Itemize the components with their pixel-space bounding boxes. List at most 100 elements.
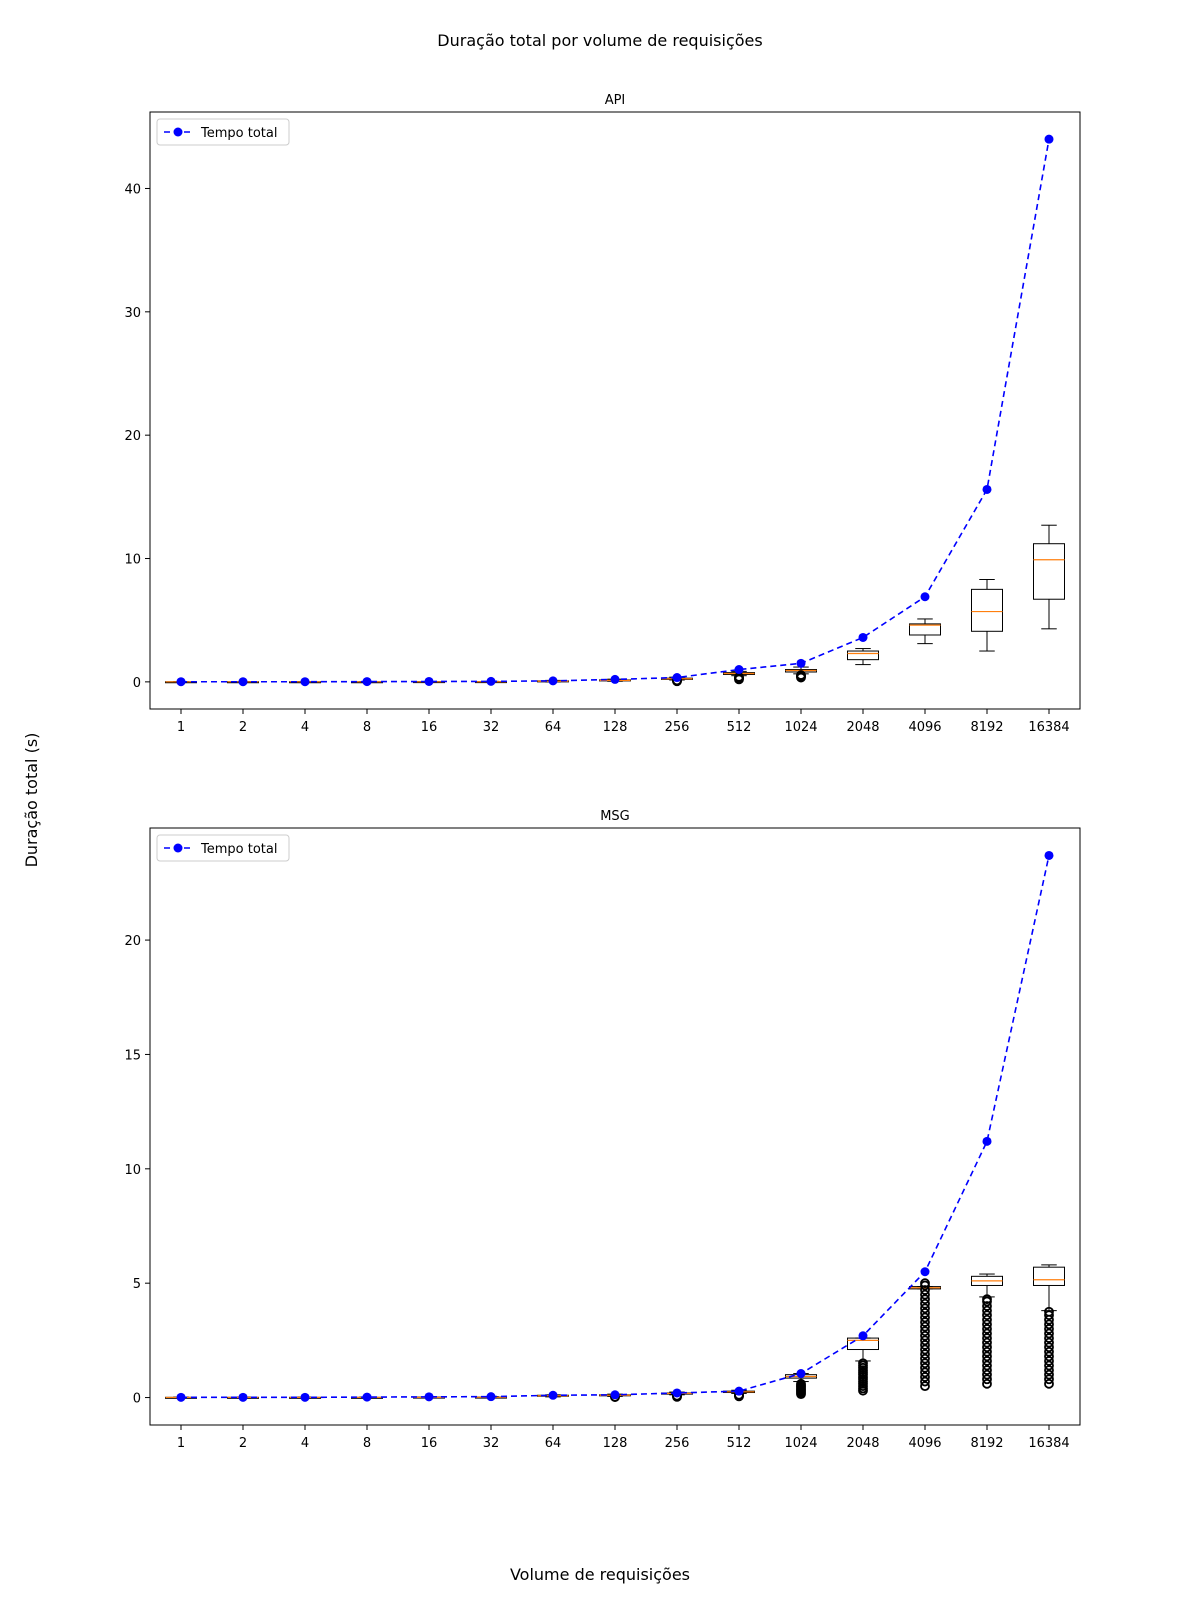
x-tick-label: 4096 (908, 1436, 941, 1451)
y-tick-label: 5 (133, 1277, 141, 1292)
flier-point (982, 1342, 992, 1353)
series-point (362, 1392, 372, 1402)
series-point (300, 1392, 310, 1402)
subplot-title: API (605, 93, 626, 108)
flier-point (796, 670, 806, 680)
flier-point (920, 1289, 930, 1300)
x-tick-label: 1024 (784, 1436, 817, 1451)
series-point (982, 484, 992, 494)
flier-point (920, 1367, 930, 1378)
flier-point (1044, 1346, 1054, 1357)
series-point (796, 658, 806, 668)
flier-point (920, 1326, 930, 1337)
flier-point (796, 1378, 806, 1389)
flier-point (982, 1294, 992, 1305)
series-point (424, 1392, 434, 1402)
series-point (486, 1392, 496, 1402)
x-tick-label: 2048 (846, 1436, 879, 1451)
series-point (486, 676, 496, 686)
x-tick-label: 4 (301, 720, 309, 735)
x-tick-label: 4 (301, 1436, 309, 1451)
x-tick-label: 64 (545, 720, 562, 735)
series-point (176, 677, 186, 687)
box-2048 (847, 648, 879, 666)
series-point (920, 1267, 930, 1277)
x-tick-label: 16384 (1028, 1436, 1069, 1451)
figure-title: Duração total por volume de requisições (437, 31, 762, 50)
flier-point (920, 1376, 930, 1387)
box-16384 (1033, 1264, 1065, 1389)
flier-point (920, 1298, 930, 1309)
flier-point (982, 1369, 992, 1380)
flier-point (982, 1356, 992, 1366)
box-body (1033, 1266, 1065, 1286)
x-tick-label: 8192 (970, 720, 1003, 735)
series-point (610, 674, 620, 684)
y-tick-label: 40 (124, 182, 141, 197)
flier-point (920, 1312, 930, 1323)
flier-point (920, 1335, 930, 1346)
x-tick-label: 128 (603, 720, 628, 735)
flier-point (920, 1344, 930, 1355)
flier-point (982, 1305, 992, 1316)
series-point (796, 1369, 806, 1379)
flier-point (982, 1319, 992, 1330)
series-point (176, 1392, 186, 1402)
x-tick-label: 512 (727, 720, 752, 735)
series-point (920, 592, 930, 602)
series-point (672, 1388, 682, 1398)
x-tick-label: 256 (665, 1436, 690, 1451)
box-body (971, 588, 1003, 632)
series-line-tempo-total (181, 855, 1050, 1399)
y-tick-label: 0 (133, 1392, 141, 1407)
flier-point (1044, 1306, 1054, 1317)
y-tick-label: 20 (124, 429, 141, 444)
series-point (424, 676, 434, 686)
figure-xlabel: Volume de requisições (510, 1565, 690, 1584)
y-tick-label: 20 (124, 934, 141, 949)
x-tick-label: 2 (239, 720, 247, 735)
x-tick-label: 4096 (908, 720, 941, 735)
flier-point (920, 1321, 930, 1332)
flier-point (920, 1349, 930, 1359)
series-point (734, 1386, 744, 1396)
flier-point (1044, 1310, 1054, 1321)
series-point (548, 1390, 558, 1400)
x-tick-label: 2048 (846, 720, 879, 735)
series-point (982, 1136, 992, 1146)
x-tick-label: 2 (239, 1436, 247, 1451)
flier-point (1044, 1319, 1054, 1330)
box-8192 (971, 578, 1003, 652)
series-line-tempo-total (181, 138, 1050, 683)
flier-point (982, 1310, 992, 1321)
flier-point (1044, 1356, 1054, 1366)
legend-marker (173, 127, 183, 137)
flier-point (920, 1278, 930, 1289)
flier-point (982, 1374, 992, 1385)
legend-label: Tempo total (200, 126, 277, 141)
series-point (362, 677, 372, 687)
flier-point (982, 1324, 992, 1334)
series-point (548, 676, 558, 686)
y-tick-label: 10 (124, 553, 141, 568)
flier-point (920, 1285, 930, 1295)
flier-point (920, 1372, 930, 1382)
legend-marker (173, 843, 183, 853)
x-tick-label: 16 (421, 720, 438, 735)
x-tick-label: 128 (603, 1436, 628, 1451)
box-body (909, 623, 941, 636)
x-tick-label: 1024 (784, 720, 817, 735)
series-point (1044, 134, 1054, 144)
flier-point (920, 1294, 930, 1305)
y-tick-label: 30 (124, 306, 141, 321)
box-body (1033, 543, 1065, 600)
box-2048 (847, 1337, 879, 1396)
series-point (610, 1390, 620, 1400)
box-4096 (909, 618, 941, 645)
flier-point (1044, 1328, 1054, 1339)
flier-point (982, 1351, 992, 1362)
flier-point (1044, 1374, 1054, 1385)
flier-point (1044, 1342, 1054, 1353)
flier-point (982, 1314, 992, 1325)
